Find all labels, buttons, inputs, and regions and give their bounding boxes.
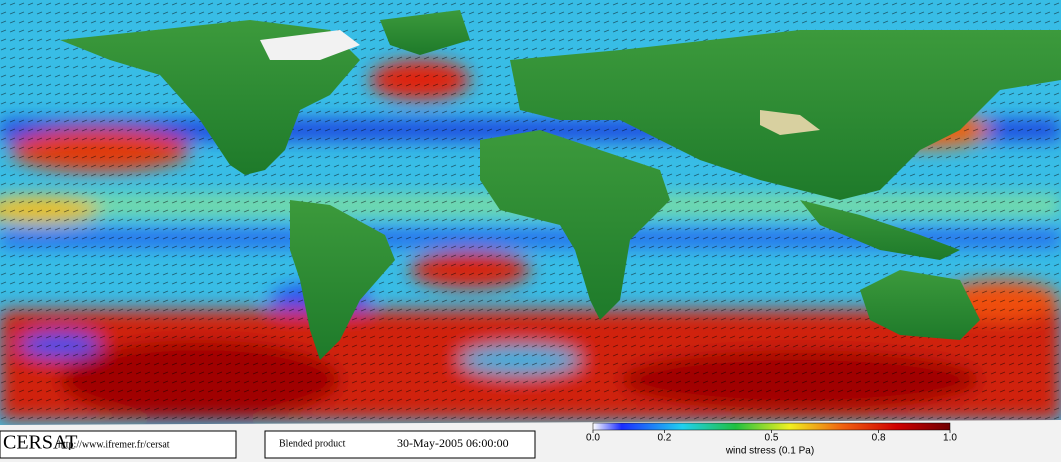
logo: CERSAT xyxy=(3,432,77,454)
date: 30-May-2005 06:00:00 xyxy=(397,436,509,450)
url: http://www.ifremer.fr/cersat xyxy=(58,439,170,450)
tick-label: 1.0 xyxy=(943,433,957,444)
colorbar: wind stress (0.1 Pa) 0.0 0.2 0.5 0.8 1.0 xyxy=(586,422,957,457)
tick-label: 0.5 xyxy=(765,433,779,444)
product: Blended product xyxy=(279,438,346,449)
colorbar-scale xyxy=(592,422,951,431)
footer: CERSAT http://www.ifremer.fr/cersat Blen… xyxy=(0,430,536,459)
tick-label: 0.8 xyxy=(872,433,886,444)
info-box xyxy=(264,430,536,459)
tick-label: 0.0 xyxy=(586,433,600,444)
colorbar-label: wind stress (0.1 Pa) xyxy=(725,446,814,457)
tick-label: 0.2 xyxy=(657,433,671,444)
info-box xyxy=(0,430,237,459)
